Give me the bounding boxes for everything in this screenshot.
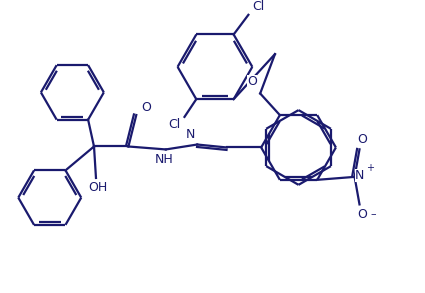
Text: Cl: Cl — [169, 118, 181, 131]
Text: NH: NH — [154, 153, 173, 166]
Text: Cl: Cl — [252, 1, 264, 13]
Text: O: O — [357, 208, 367, 221]
Text: O: O — [357, 133, 367, 146]
Text: N: N — [186, 128, 195, 141]
Text: –: – — [371, 209, 376, 219]
Text: OH: OH — [88, 181, 108, 194]
Text: +: + — [366, 163, 374, 173]
Text: O: O — [247, 75, 257, 88]
Text: N: N — [355, 169, 364, 183]
Text: O: O — [141, 101, 151, 114]
